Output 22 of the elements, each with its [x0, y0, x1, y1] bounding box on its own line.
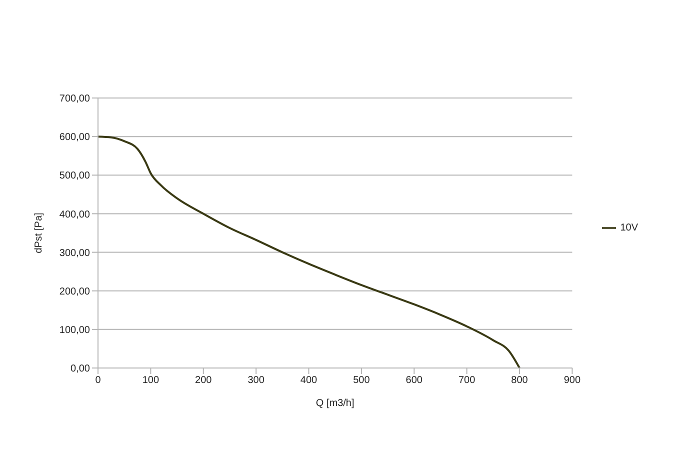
- y-tick-label: 300,00: [59, 248, 90, 259]
- x-tick-label: 0: [95, 375, 102, 386]
- y-tick-label: 100,00: [59, 324, 90, 336]
- y-tick-label: 400,00: [59, 209, 90, 220]
- y-tick-label: 700,00: [59, 94, 90, 105]
- x-tick-label: 500: [353, 375, 370, 386]
- y-tick-label: 0,00: [70, 364, 90, 375]
- x-tick-label: 300: [248, 375, 265, 386]
- y-tick-label: 200,00: [59, 286, 90, 298]
- line-series: [98, 136, 521, 368]
- x-tick-label: 800: [511, 375, 528, 386]
- y-axis-title: dPst [Pa]: [34, 212, 45, 254]
- x-tick-label: 400: [300, 375, 318, 386]
- y-tick-label: 600,00: [59, 132, 90, 144]
- legend-label: 10V: [620, 222, 638, 234]
- x-axis-title: Q [m3/h]: [316, 398, 354, 409]
- y-tick-label: 500,00: [59, 170, 90, 182]
- x-tick-label: 200: [195, 375, 212, 386]
- x-tick-label: 100: [142, 375, 160, 386]
- x-tick-label: 900: [564, 375, 581, 386]
- x-tick-label: 700: [458, 375, 476, 386]
- x-tick-label: 600: [406, 375, 423, 386]
